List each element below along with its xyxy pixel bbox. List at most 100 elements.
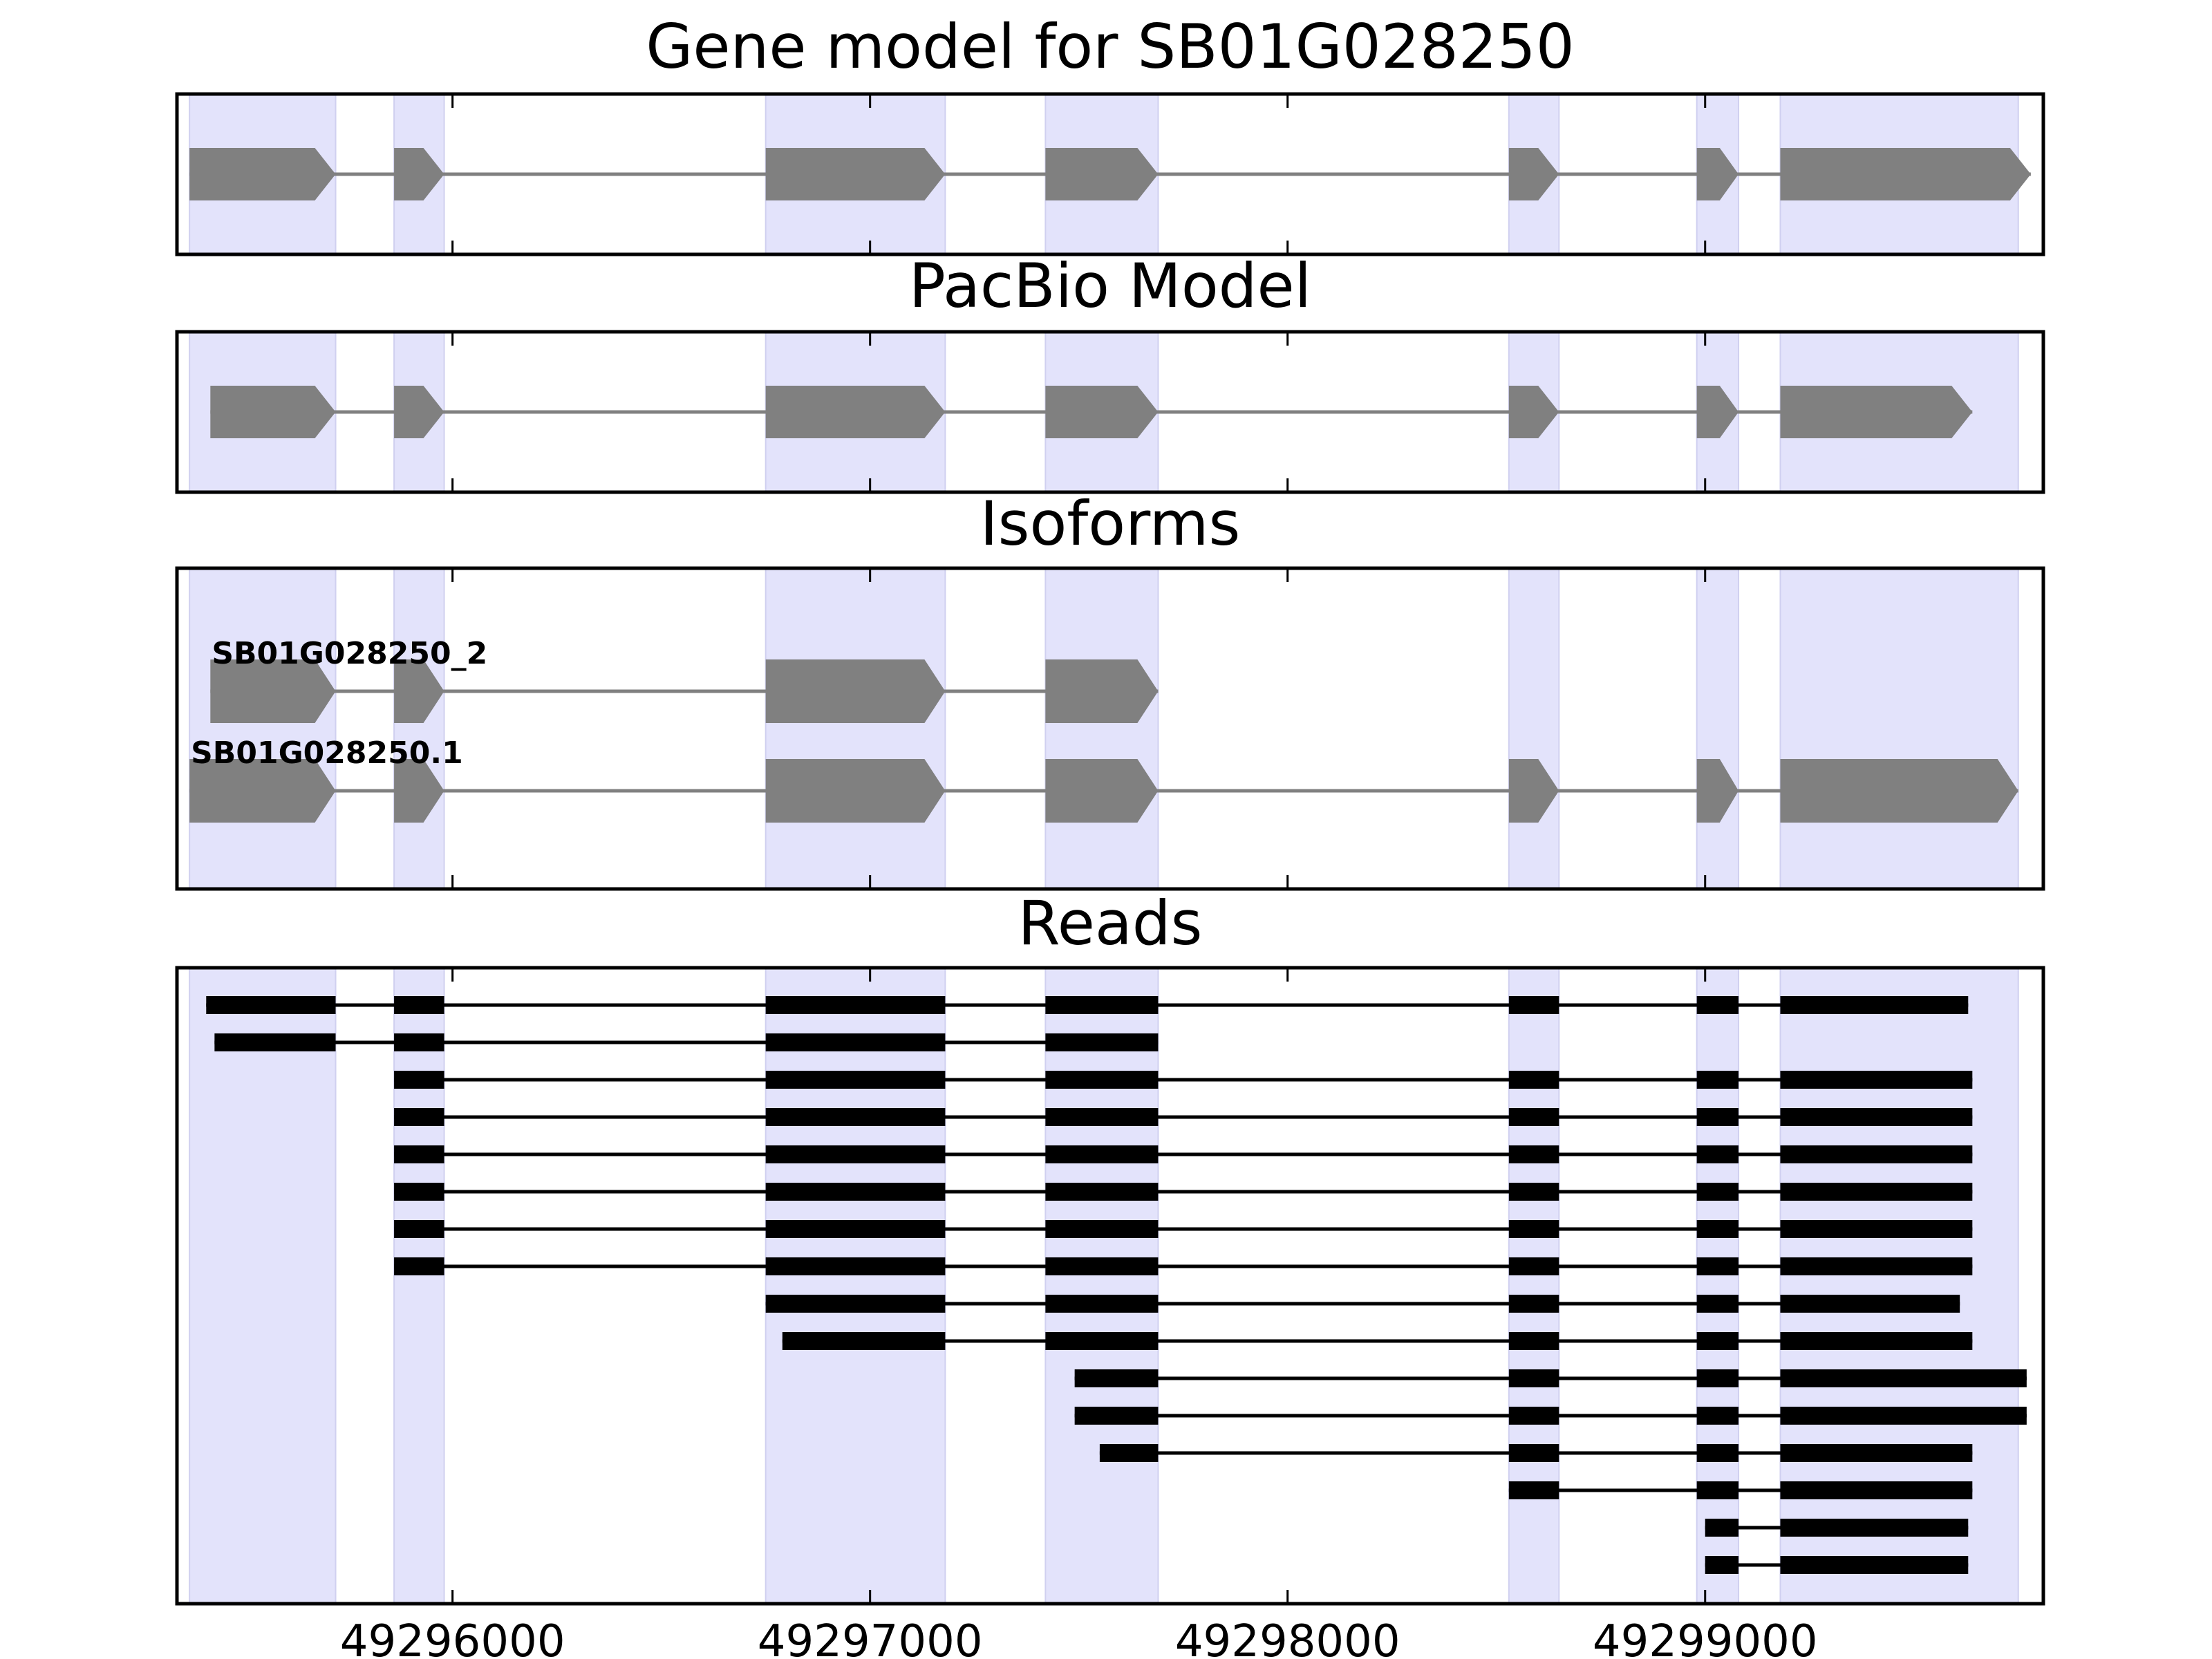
exon-arrow [765,148,946,200]
exon-arrow [394,659,444,723]
read-block [1780,1145,1973,1163]
read-track [1099,1444,1973,1462]
read-block [765,1295,946,1313]
read-block [394,1033,444,1051]
exon-arrow [394,148,444,200]
exon-arrow [1696,386,1739,438]
read-track [206,996,1969,1014]
read-block [1696,1145,1739,1163]
read-block [1696,1332,1739,1350]
read-track [394,1145,1973,1163]
exon-arrow [1045,386,1159,438]
read-block [1696,1108,1739,1126]
read-block [1696,1295,1739,1313]
x-tick-label: 49299000 [1593,1616,1818,1659]
read-block [1696,1220,1739,1238]
read-block [1508,1407,1559,1425]
read-block [1508,1183,1559,1201]
isoform-label: SB01G028250.1 [191,735,463,771]
exon-region-band [1508,568,1560,890]
read-track [214,1033,1159,1051]
x-tick-label: 49296000 [340,1616,565,1659]
read-block [1696,1071,1739,1089]
exon-arrow [765,659,946,723]
panel-title: Gene model for SB01G028250 [646,11,1575,82]
x-tick-label: 49298000 [1175,1616,1400,1659]
read-block [1099,1444,1159,1462]
read-block [1696,1444,1739,1462]
panel-title: Isoforms [980,488,1241,559]
read-block [206,996,336,1014]
read-block [1696,1407,1739,1425]
read-track [1074,1407,2027,1425]
read-block [394,1071,444,1089]
panel-pacbio-model: PacBio Model [175,250,2045,494]
exon-arrow [1696,759,1739,823]
read-block [1705,1519,1739,1537]
exon-region-band [393,967,445,1604]
exon-region-band [1508,967,1560,1604]
panel-title: PacBio Model [909,250,1311,321]
read-block [1045,1332,1159,1350]
read-block [394,1108,444,1126]
read-block [765,1220,946,1238]
read-track [1508,1481,1973,1499]
isoform-label: SB01G028250_2 [212,636,487,671]
exon-arrow [765,759,946,823]
read-track [394,1108,1973,1126]
read-block [1780,1108,1973,1126]
read-block [765,1033,946,1051]
read-block [1045,1257,1159,1275]
read-block [1780,1481,1973,1499]
read-track [1705,1556,1969,1574]
exon-arrow [1780,148,2031,200]
panel-gene-model: Gene model for SB01G028250 [175,11,2045,256]
exon-arrow [1045,148,1159,200]
read-track [1074,1369,2027,1387]
exon-arrow [1508,386,1559,438]
read-block [1696,1369,1739,1387]
read-track [394,1071,1973,1089]
read-block [1696,1481,1739,1499]
read-track [394,1257,1973,1275]
read-block [1508,1332,1559,1350]
read-track [765,1295,1960,1313]
transcript-track [189,148,2031,200]
read-block [1045,1183,1159,1201]
exon-region-band [189,967,337,1604]
read-block [765,1183,946,1201]
read-block [1696,1183,1739,1201]
exon-arrow [1508,148,1559,200]
transcript-track: SB01G028250_2 [210,636,1159,723]
read-block [394,1257,444,1275]
read-block [1508,1481,1559,1499]
exon-arrow [189,148,336,200]
exon-arrow [1780,759,2018,823]
exon-arrow [1780,386,1973,438]
read-block [394,1183,444,1201]
read-block [765,996,946,1014]
exon-arrow [210,386,336,438]
read-block [1508,1295,1559,1313]
x-axis: 49296000 49297000 49298000 49299000 [340,1616,1818,1659]
read-block [1045,1220,1159,1238]
exon-arrow [765,386,946,438]
read-block [765,1257,946,1275]
exon-region-band [393,568,445,890]
read-block [1045,1033,1159,1051]
axes-frame [175,566,2045,891]
exon-region-band [189,568,337,890]
read-block [1780,1444,1973,1462]
read-block [1508,1369,1559,1387]
read-block [1508,1145,1559,1163]
read-block [1780,1220,1973,1238]
read-track [782,1332,1973,1350]
exon-region-band [1044,568,1159,890]
axes-frame [175,92,2045,256]
read-block [214,1033,336,1051]
exon-region-band [765,967,946,1604]
read-block [782,1332,946,1350]
read-block [765,1108,946,1126]
read-block [1780,1519,1969,1537]
